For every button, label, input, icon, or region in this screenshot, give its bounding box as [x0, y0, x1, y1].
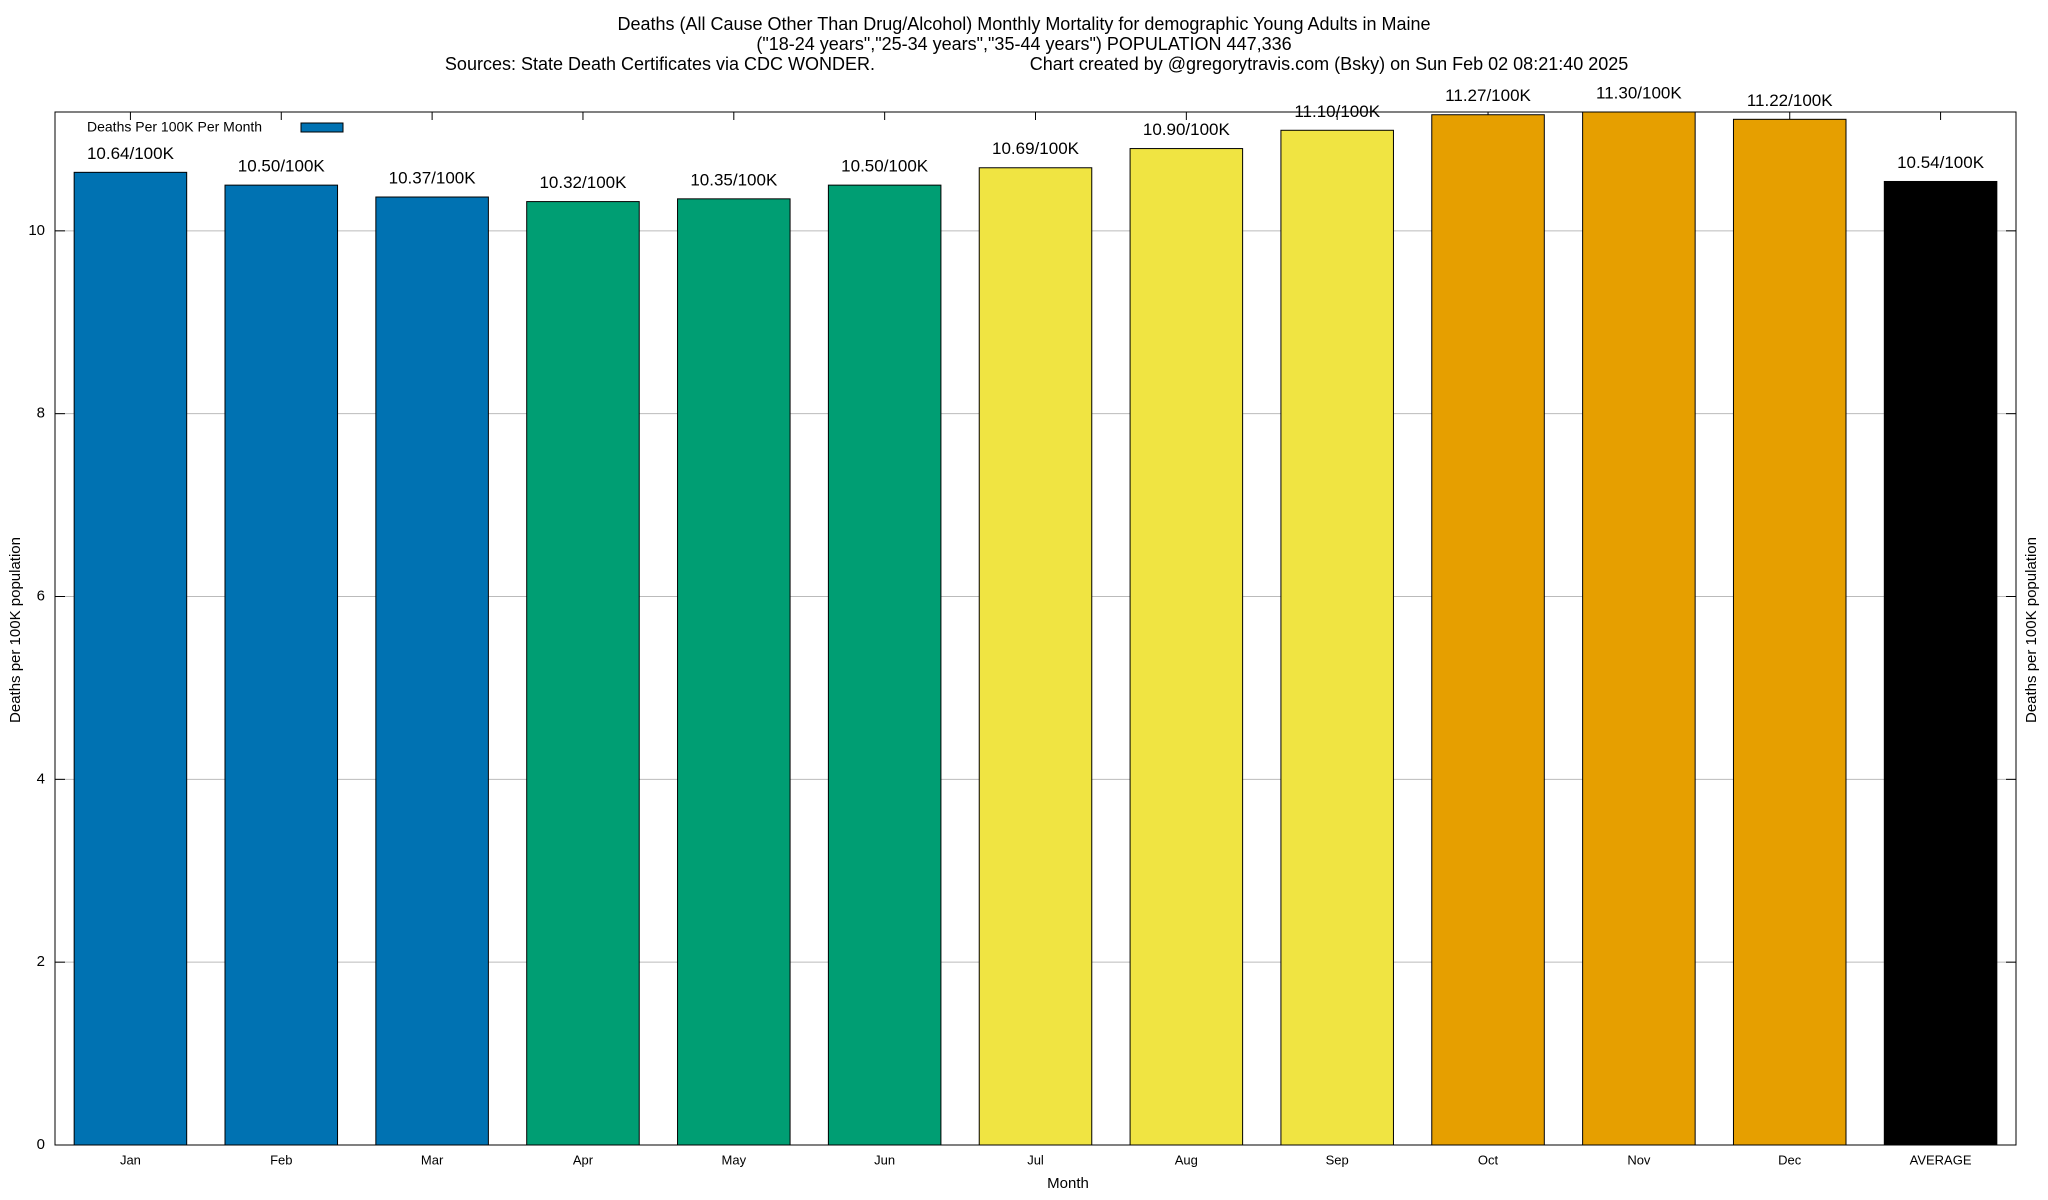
bar	[827, 184, 942, 1146]
x-axis-label: Month	[1047, 1175, 1089, 1192]
bar	[1280, 129, 1394, 1146]
value-label: 10.50/100K	[238, 157, 326, 176]
x-tick-label: Jul	[1027, 1152, 1044, 1167]
bar	[375, 196, 489, 1146]
value-label: 10.37/100K	[389, 169, 477, 188]
x-tick-label: Mar	[421, 1152, 444, 1167]
legend-label: Deaths Per 100K Per Month	[87, 119, 262, 135]
bar	[1883, 180, 1998, 1146]
bar	[978, 167, 1093, 1146]
value-label: 10.90/100K	[1143, 120, 1231, 139]
bar	[224, 184, 339, 1146]
value-label: 11.30/100K	[1596, 83, 1682, 102]
value-label: 11.27/100K	[1445, 86, 1531, 105]
y-axis-label: Deaths per 100K population	[7, 537, 24, 723]
x-tick-label: Dec	[1778, 1152, 1802, 1167]
bar	[1129, 148, 1244, 1146]
chart-title: Deaths (All Cause Other Than Drug/Alcoho…	[617, 14, 1430, 34]
bar	[677, 198, 791, 1146]
value-label: 10.54/100K	[1897, 153, 1985, 172]
x-tick-label: Feb	[270, 1152, 292, 1167]
value-label: 11.10/100K	[1294, 102, 1380, 121]
chart-subtitle: ("18-24 years","25-34 years","35-44 year…	[756, 34, 1291, 54]
bar	[526, 201, 640, 1146]
bar	[1582, 111, 1696, 1146]
x-tick-label: Aug	[1175, 1152, 1198, 1167]
x-tick-label: May	[722, 1152, 747, 1167]
y-tick-label: 8	[37, 405, 45, 422]
bar	[1431, 114, 1545, 1146]
value-label: 10.35/100K	[690, 170, 778, 189]
x-tick-label: Jun	[874, 1152, 895, 1167]
x-tick-label: Apr	[573, 1152, 594, 1167]
x-tick-label: Oct	[1478, 1152, 1499, 1167]
x-tick-label: Sep	[1326, 1152, 1349, 1167]
y-tick-label: 10	[28, 222, 45, 239]
bar	[73, 171, 188, 1146]
y-tick-label: 4	[37, 770, 45, 787]
value-label: 10.69/100K	[992, 139, 1080, 158]
credit: Chart created by @gregorytravis.com (Bsk…	[1030, 54, 1629, 74]
bar	[1732, 118, 1847, 1146]
plot-frame	[54, 111, 2017, 1146]
value-label: 10.32/100K	[539, 173, 627, 192]
x-tick-label: Jan	[120, 1152, 141, 1167]
y-tick-label: 2	[37, 953, 45, 970]
y-tick-label: 0	[37, 1136, 45, 1153]
value-label: 10.50/100K	[841, 157, 929, 176]
x-tick-label: AVERAGE	[1910, 1152, 1972, 1167]
value-label: 10.64/100K	[87, 144, 175, 163]
sources: Sources: State Death Certificates via CD…	[445, 54, 875, 74]
legend-swatch	[300, 122, 344, 133]
value-label: 11.22/100K	[1747, 91, 1833, 110]
y-tick-label: 6	[37, 587, 45, 604]
x-tick-label: Nov	[1627, 1152, 1651, 1167]
y2-axis-label: Deaths per 100K population	[2023, 537, 2040, 723]
